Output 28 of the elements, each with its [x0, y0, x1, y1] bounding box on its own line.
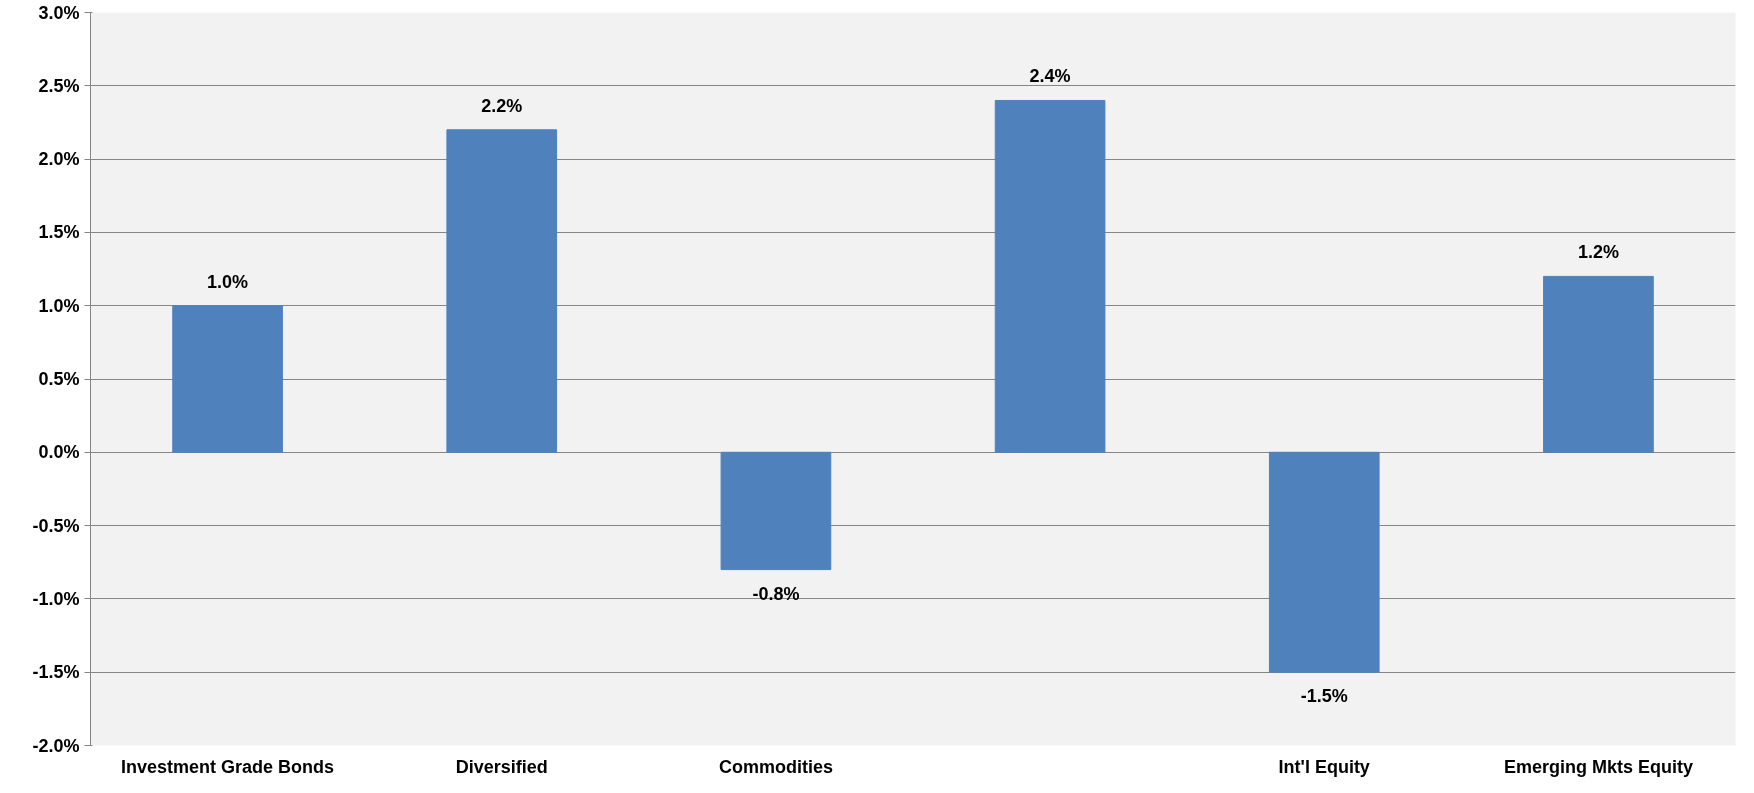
- y-tick-label: 1.0%: [38, 295, 80, 316]
- y-tick-label: 0.5%: [38, 369, 80, 389]
- data-label: 2.4%: [1029, 66, 1071, 87]
- y-tick-label: 3.0%: [38, 2, 80, 23]
- y-tick-label: -1.5%: [32, 662, 80, 683]
- y-tick-label: 0.0%: [38, 442, 80, 463]
- bar: [720, 451, 832, 571]
- x-tick-label: Diversified: [455, 756, 548, 777]
- data-label: 1.2%: [1577, 242, 1619, 263]
- y-tick-label: 2.0%: [38, 149, 80, 170]
- bar: [1543, 275, 1654, 453]
- data-label: -0.8%: [752, 583, 800, 604]
- y-tick-label: -2.0%: [32, 735, 80, 756]
- x-tick-label: Emerging Mkts Equity: [1503, 756, 1693, 777]
- y-tick-label: 2.5%: [38, 75, 80, 96]
- y-tick-label: 1.5%: [38, 222, 80, 243]
- x-tick-label: Investment Grade Bonds: [121, 756, 335, 777]
- x-tick-label: Commodities: [718, 756, 833, 777]
- y-tick-label: -0.5%: [32, 515, 80, 536]
- x-tick-label: Int'l Equity: [1278, 756, 1370, 777]
- bar: [1268, 451, 1380, 673]
- data-label: -1.5%: [1300, 686, 1348, 707]
- data-label: 1.0%: [207, 271, 249, 292]
- bar: [994, 99, 1106, 453]
- bar: [172, 305, 283, 453]
- data-label: 2.2%: [481, 95, 523, 116]
- bar: [446, 129, 558, 453]
- y-tick-label: -1.0%: [32, 588, 80, 609]
